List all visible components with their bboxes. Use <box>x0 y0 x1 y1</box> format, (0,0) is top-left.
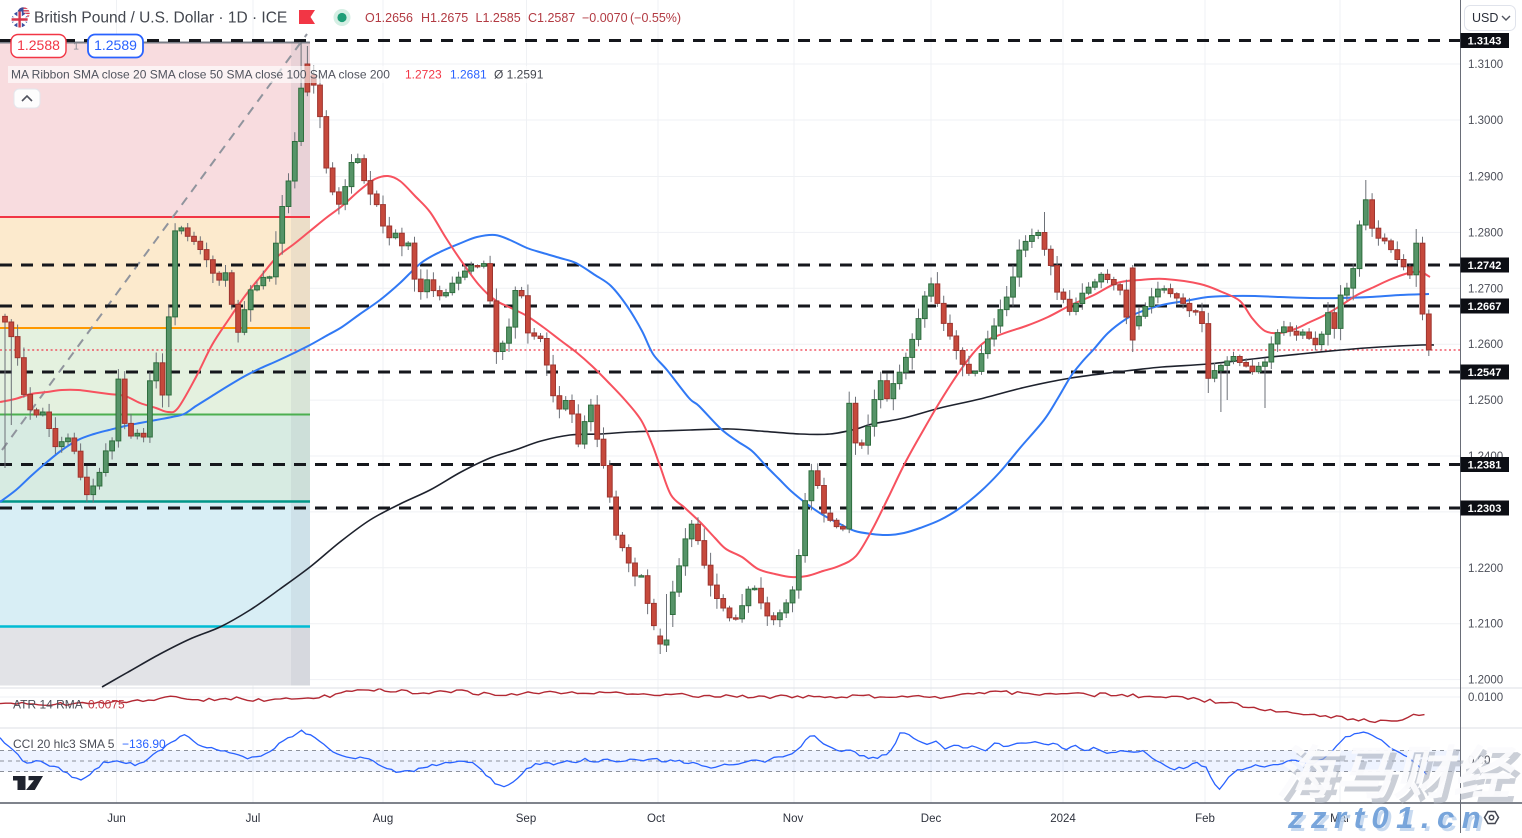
svg-text:CCI 20 hlc3 SMA 5: CCI 20 hlc3 SMA 5 <box>13 737 115 751</box>
svg-text:0.0100: 0.0100 <box>1468 692 1503 704</box>
svg-text:−0.0070: −0.0070 <box>582 11 628 25</box>
svg-text:(−0.55%): (−0.55%) <box>630 11 681 25</box>
svg-text:1: 1 <box>73 41 79 53</box>
svg-text:−136.90: −136.90 <box>122 737 166 751</box>
svg-text:Oct: Oct <box>647 813 666 825</box>
svg-text:1.2547: 1.2547 <box>1468 367 1502 379</box>
svg-text:1.2667: 1.2667 <box>1468 301 1502 313</box>
svg-text:1.2588: 1.2588 <box>17 37 60 53</box>
svg-text:zzrt01.cn: zzrt01.cn <box>1287 800 1488 833</box>
svg-text:Sep: Sep <box>516 813 536 825</box>
svg-text:1.3000: 1.3000 <box>1468 115 1503 127</box>
svg-text:1.2381: 1.2381 <box>1468 460 1502 472</box>
svg-text:USD: USD <box>1472 11 1498 25</box>
svg-text:1.2000: 1.2000 <box>1468 675 1503 687</box>
svg-text:1.2500: 1.2500 <box>1468 395 1503 407</box>
svg-text:1.2900: 1.2900 <box>1468 172 1503 184</box>
svg-text:zzrt01.cn: zzrt01.cn <box>1290 803 1491 833</box>
svg-text:1.2589: 1.2589 <box>94 37 137 53</box>
svg-text:ATR 14 RMA: ATR 14 RMA <box>13 698 83 712</box>
svg-text:1.2303: 1.2303 <box>1468 503 1502 515</box>
svg-text:1.3100: 1.3100 <box>1468 59 1503 71</box>
svg-text:2024: 2024 <box>1050 813 1076 825</box>
svg-text:MA Ribbon SMA close 20 SMA clo: MA Ribbon SMA close 20 SMA close 50 SMA … <box>11 68 390 82</box>
svg-text:Feb: Feb <box>1195 813 1215 825</box>
svg-text:O1.2656: O1.2656 <box>365 11 413 25</box>
svg-text:Mar: Mar <box>1330 813 1350 825</box>
svg-text:Jul: Jul <box>246 813 261 825</box>
svg-text:海马财经: 海马财经 <box>1276 742 1517 806</box>
svg-text:1.3143: 1.3143 <box>1468 36 1502 48</box>
svg-text:Aug: Aug <box>373 813 393 825</box>
svg-text:1.2600: 1.2600 <box>1468 339 1503 351</box>
svg-text:海马财经: 海马财经 <box>1281 747 1522 811</box>
svg-text:1.2200: 1.2200 <box>1468 563 1503 575</box>
svg-text:H1.2675: H1.2675 <box>421 11 468 25</box>
svg-text:1.2723: 1.2723 <box>405 68 442 82</box>
svg-text:Jun: Jun <box>107 813 126 825</box>
svg-text:1.2800: 1.2800 <box>1468 227 1503 239</box>
svg-text:1.2681: 1.2681 <box>450 68 487 82</box>
svg-text:1.2700: 1.2700 <box>1468 283 1503 295</box>
svg-text:1.2100: 1.2100 <box>1468 619 1503 631</box>
svg-text:L1.2585: L1.2585 <box>476 11 521 25</box>
svg-text:C1.2587: C1.2587 <box>528 11 575 25</box>
svg-text:Ø 1.2591: Ø 1.2591 <box>494 68 544 82</box>
svg-text:1.2742: 1.2742 <box>1468 260 1502 272</box>
svg-text:British Pound / U.S. Dollar ·: British Pound / U.S. Dollar · 1D · ICE <box>34 10 287 27</box>
svg-text:Nov: Nov <box>783 813 804 825</box>
svg-text:0.00: 0.00 <box>1468 755 1490 767</box>
svg-text:0.0075: 0.0075 <box>88 698 125 712</box>
svg-text:Dec: Dec <box>921 813 942 825</box>
